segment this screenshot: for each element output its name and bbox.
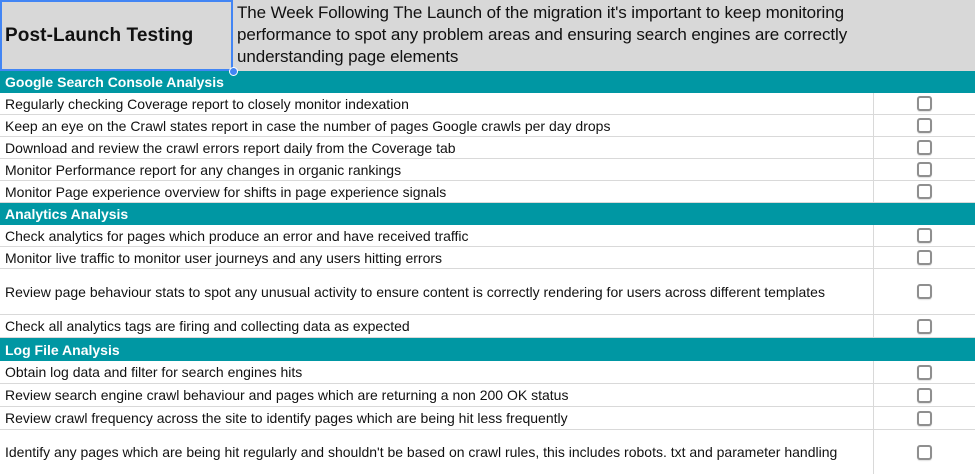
task-cell[interactable]: Identify any pages which are being hit r… <box>0 430 874 474</box>
task-checkbox[interactable] <box>917 444 932 460</box>
task-text: Check analytics for pages which produce … <box>5 227 469 244</box>
task-text: Monitor Page experience overview for shi… <box>5 183 447 200</box>
task-checkbox[interactable] <box>917 184 932 199</box>
task-row: Regularly checking Coverage report to cl… <box>0 93 975 115</box>
task-cell[interactable]: Review page behaviour stats to spot any … <box>0 269 874 314</box>
page-title: Post-Launch Testing <box>5 24 194 46</box>
task-row: Obtain log data and filter for search en… <box>0 361 975 384</box>
task-text: Check all analytics tags are firing and … <box>5 318 410 334</box>
task-cell[interactable]: Download and review the crawl errors rep… <box>0 137 874 158</box>
checkbox-cell <box>874 225 975 246</box>
checkbox-cell <box>874 361 975 383</box>
checkbox-cell <box>874 159 975 180</box>
task-cell[interactable]: Keep an eye on the Crawl states report i… <box>0 115 874 136</box>
task-text: Identify any pages which are being hit r… <box>5 444 838 460</box>
task-text: Regularly checking Coverage report to cl… <box>5 95 409 112</box>
task-row: Check all analytics tags are firing and … <box>0 315 975 338</box>
task-row: Review page behaviour stats to spot any … <box>0 269 975 315</box>
section-title: Google Search Console Analysis <box>5 74 224 90</box>
task-checkbox[interactable] <box>917 284 932 299</box>
task-text: Monitor Performance report for any chang… <box>5 161 402 178</box>
title-cell[interactable]: Post-Launch Testing <box>0 0 238 76</box>
section-title: Analytics Analysis <box>5 206 129 222</box>
task-cell[interactable]: Monitor Page experience overview for shi… <box>0 181 874 202</box>
description-cell[interactable]: The Week Following The Launch of the mig… <box>233 0 975 71</box>
task-text: Download and review the crawl errors rep… <box>5 139 456 156</box>
task-cell[interactable]: Obtain log data and filter for search en… <box>0 361 874 383</box>
task-row: Monitor live traffic to monitor user jou… <box>0 247 975 269</box>
section-header-log-file[interactable]: Log File Analysis <box>0 338 975 361</box>
checkbox-cell <box>874 384 975 406</box>
task-checkbox[interactable] <box>917 387 932 403</box>
task-checkbox[interactable] <box>917 364 932 380</box>
task-text: Keep an eye on the Crawl states report i… <box>5 117 611 134</box>
task-checkbox[interactable] <box>917 228 932 243</box>
task-cell[interactable]: Check all analytics tags are firing and … <box>0 315 874 337</box>
task-row: Review crawl frequency across the site t… <box>0 407 975 430</box>
task-cell[interactable]: Review search engine crawl behaviour and… <box>0 384 874 406</box>
task-text: Review page behaviour stats to spot any … <box>5 283 825 300</box>
header-band: Post-Launch Testing The Week Following T… <box>0 0 975 76</box>
checkbox-cell <box>874 315 975 337</box>
checkbox-cell <box>874 137 975 158</box>
checkbox-cell <box>874 407 975 429</box>
selection-fill-handle[interactable] <box>229 67 238 76</box>
task-cell[interactable]: Monitor Performance report for any chang… <box>0 159 874 180</box>
task-text: Obtain log data and filter for search en… <box>5 364 303 380</box>
task-text: Review search engine crawl behaviour and… <box>5 387 569 403</box>
task-checkbox[interactable] <box>917 96 932 111</box>
section-header-analytics[interactable]: Analytics Analysis <box>0 203 975 225</box>
checkbox-cell <box>874 269 975 314</box>
task-row: Monitor Performance report for any chang… <box>0 159 975 181</box>
task-checkbox[interactable] <box>917 318 932 334</box>
task-text: Review crawl frequency across the site t… <box>5 410 568 426</box>
task-text: Monitor live traffic to monitor user jou… <box>5 249 443 266</box>
task-cell[interactable]: Regularly checking Coverage report to cl… <box>0 93 874 114</box>
task-cell[interactable]: Monitor live traffic to monitor user jou… <box>0 247 874 268</box>
checkbox-cell <box>874 93 975 114</box>
checkbox-cell <box>874 115 975 136</box>
task-row: Keep an eye on the Crawl states report i… <box>0 115 975 137</box>
task-row: Identify any pages which are being hit r… <box>0 430 975 474</box>
task-checkbox[interactable] <box>917 250 932 265</box>
task-cell[interactable]: Review crawl frequency across the site t… <box>0 407 874 429</box>
checkbox-cell <box>874 430 975 474</box>
description-text: The Week Following The Launch of the mig… <box>237 3 848 66</box>
section-header-google-search-console[interactable]: Google Search Console Analysis <box>0 71 975 93</box>
task-row: Download and review the crawl errors rep… <box>0 137 975 159</box>
checkbox-cell <box>874 181 975 202</box>
checkbox-cell <box>874 247 975 268</box>
task-checkbox[interactable] <box>917 162 932 177</box>
task-checkbox[interactable] <box>917 410 932 426</box>
task-checkbox[interactable] <box>917 118 932 133</box>
task-cell[interactable]: Check analytics for pages which produce … <box>0 225 874 246</box>
task-row: Monitor Page experience overview for shi… <box>0 181 975 203</box>
task-checkbox[interactable] <box>917 140 932 155</box>
task-row: Review search engine crawl behaviour and… <box>0 384 975 407</box>
task-row: Check analytics for pages which produce … <box>0 225 975 247</box>
section-title: Log File Analysis <box>5 341 120 358</box>
